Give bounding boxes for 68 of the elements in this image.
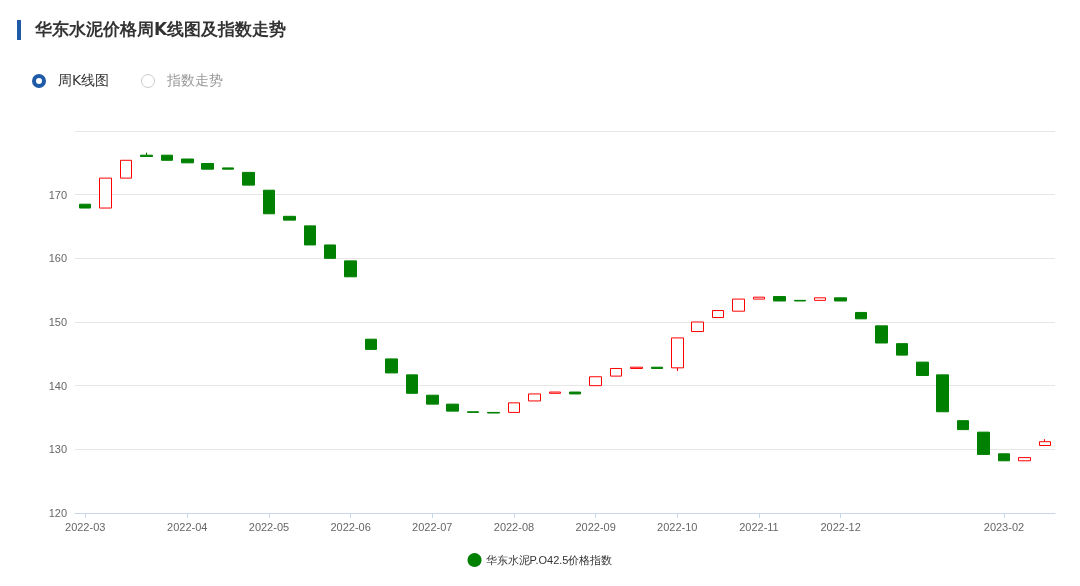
candlestick	[181, 158, 194, 164]
candlestick	[651, 366, 663, 369]
candlestick	[385, 358, 398, 374]
candlestick	[773, 296, 786, 302]
text: 指数走势	[167, 72, 224, 90]
candlestick	[814, 297, 826, 301]
candlestick	[99, 177, 112, 209]
candlestick	[855, 311, 867, 320]
y-tick-label: 160	[48, 252, 67, 265]
y-tick-label: 150	[48, 316, 67, 328]
candlestick	[936, 374, 949, 413]
x-tick-label: 2022-09	[575, 520, 616, 533]
candlestick	[834, 297, 847, 302]
candlestick	[365, 338, 377, 350]
candlestick	[957, 420, 969, 431]
candlestick	[446, 403, 459, 412]
candlestick	[691, 321, 704, 333]
x-tick-label: 2022-03	[65, 520, 106, 533]
candlestick	[487, 411, 500, 414]
candlestick	[324, 244, 336, 259]
y-tick-label: 140	[48, 379, 67, 392]
candlestick	[222, 167, 234, 170]
candlestick	[671, 337, 684, 372]
y-tick-label: 130	[48, 443, 67, 456]
candlestick	[528, 393, 541, 402]
x-tick-label: 2022-12	[820, 520, 861, 533]
candlestick	[610, 367, 622, 377]
candlestick	[201, 162, 214, 170]
candlestick	[549, 391, 561, 394]
x-tick-label: 2022-04	[167, 520, 208, 533]
candlestick	[283, 215, 296, 221]
chart-title: 华东水泥价格周K线图及指数走势	[35, 18, 287, 41]
candlestick	[344, 260, 357, 278]
text: 周K线图	[58, 72, 110, 90]
y-tick-label: 120	[48, 507, 67, 519]
candlestick	[508, 402, 520, 413]
x-tick-label: 2022-06	[330, 520, 371, 533]
candlestick	[242, 171, 255, 186]
candlestick	[630, 366, 643, 369]
candlestick	[794, 299, 806, 302]
candlestick	[977, 431, 990, 455]
candlestick	[589, 376, 602, 387]
candlestick	[140, 152, 153, 157]
candlestick	[896, 343, 908, 356]
candlestick	[1039, 438, 1051, 447]
candlestick	[753, 296, 765, 300]
x-tick-label: 2022-05	[248, 520, 290, 533]
y-tick-label: 170	[48, 188, 67, 201]
x-tick-label: 2022-07	[412, 520, 453, 533]
candlestick	[304, 225, 316, 246]
candlestick	[712, 310, 724, 319]
candlestick	[1018, 457, 1031, 462]
candlestick	[426, 394, 439, 405]
candlestick	[263, 189, 275, 215]
candlestick	[875, 325, 888, 344]
x-tick-label: 2022-08	[493, 520, 535, 533]
x-tick-label: 2022-10	[657, 520, 698, 533]
candlestick	[916, 361, 929, 376]
candlestick	[120, 159, 132, 179]
candlestick	[79, 203, 91, 209]
candlestick	[161, 154, 173, 161]
candlestick	[406, 374, 418, 394]
candlestick	[569, 391, 581, 395]
candlestick	[732, 298, 745, 312]
x-tick-label: 2022-11	[739, 520, 779, 533]
x-tick-label: 2023-02	[983, 520, 1025, 533]
candlestick	[998, 453, 1010, 462]
legend-label: 华东水泥P.O42.5价格指数	[485, 554, 613, 566]
